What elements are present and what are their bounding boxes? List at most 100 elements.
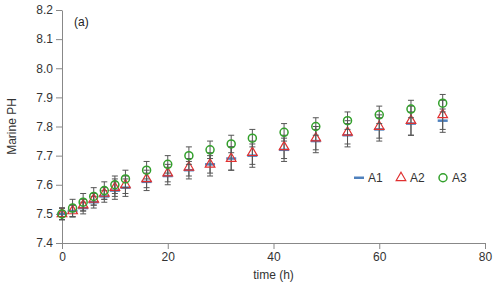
point <box>280 128 288 136</box>
error-bar-cap <box>70 199 76 200</box>
y-tick-label: 7.6 <box>36 178 53 192</box>
y-tick-mark <box>56 185 62 186</box>
error-bar <box>249 129 255 146</box>
error-bar-cap <box>376 138 382 139</box>
error-bar-cap <box>165 155 171 156</box>
error-bar-cap <box>112 193 118 194</box>
annotation: (a) <box>74 15 89 29</box>
error-bar-cap <box>144 190 150 191</box>
point <box>206 146 214 154</box>
error-bar-stem <box>188 147 189 164</box>
error-bar-cap <box>228 170 234 171</box>
y-tick: 7.8 <box>36 120 62 134</box>
point <box>279 141 289 149</box>
error-bar-cap <box>313 152 319 153</box>
x-tick-label: 20 <box>162 250 176 264</box>
y-tick-label: 8.0 <box>36 62 53 76</box>
error-bar-cap <box>313 117 319 118</box>
error-bar-cap <box>249 129 255 130</box>
error-bar-cap <box>228 135 234 136</box>
error-bar-cap <box>281 158 287 159</box>
error-bar-cap <box>80 213 86 214</box>
error-bar-cap <box>408 100 414 101</box>
error-bar <box>186 147 192 164</box>
error-bar-cap <box>112 196 118 197</box>
error-bar-cap <box>101 202 107 203</box>
error-bar-stem <box>125 170 126 187</box>
y-tick: 7.4 <box>36 236 62 250</box>
error-bar-cap <box>101 199 107 200</box>
legend-symbol <box>396 172 406 180</box>
error-bar-cap <box>440 132 446 133</box>
error-bar <box>376 106 382 123</box>
error-bar-cap <box>91 205 97 206</box>
error-bar-cap <box>345 143 351 144</box>
error-bar-stem <box>252 129 253 146</box>
error-bar-stem <box>442 94 443 111</box>
point <box>111 181 119 189</box>
error-bar <box>122 170 128 187</box>
x-tick-mark <box>168 243 169 249</box>
error-bar-cap <box>440 111 446 112</box>
legend-item: A1 <box>354 171 383 185</box>
error-bar-cap <box>408 135 414 136</box>
error-bar-stem <box>72 199 73 216</box>
error-bar <box>59 208 65 220</box>
error-bar-stem <box>210 141 211 158</box>
error-bar-cap <box>165 184 171 185</box>
point <box>79 198 87 206</box>
error-bar-stem <box>315 118 316 135</box>
x-tick-mark <box>62 243 63 249</box>
error-bar-cap <box>281 161 287 162</box>
error-bar-stem <box>83 193 84 210</box>
point <box>69 204 77 212</box>
y-tick-label: 7.7 <box>36 149 53 163</box>
point <box>90 192 98 200</box>
x-tick-label: 40 <box>267 250 281 264</box>
point <box>164 160 172 168</box>
error-bar-cap <box>122 187 128 188</box>
point <box>248 147 258 155</box>
y-tick-label: 7.9 <box>36 91 53 105</box>
x-tick: 40 <box>267 243 281 264</box>
error-bar-cap <box>249 167 255 168</box>
error-bar-cap <box>91 205 97 206</box>
error-bar-cap <box>207 141 213 142</box>
error-bar-stem <box>167 156 168 173</box>
error-bar-cap <box>122 170 128 171</box>
error-bar-stem <box>114 176 115 193</box>
error-bar-stem <box>93 188 94 205</box>
y-tick-mark <box>56 68 62 69</box>
y-tick: 8.0 <box>36 62 62 76</box>
point <box>205 159 215 167</box>
error-bar-cap <box>186 164 192 165</box>
error-bar-cap <box>80 193 86 194</box>
error-bar <box>313 118 319 135</box>
point <box>439 99 447 107</box>
error-bar <box>165 156 171 173</box>
x-tick-mark <box>485 243 486 249</box>
y-tick-label: 8.2 <box>36 3 53 17</box>
point <box>227 140 235 148</box>
point <box>58 210 66 218</box>
error-bar-cap <box>101 199 107 200</box>
y-tick-label: 8.1 <box>36 32 53 46</box>
error-bar-cap <box>281 123 287 124</box>
error-bar-cap <box>186 146 192 147</box>
series <box>58 94 447 219</box>
point <box>248 134 256 142</box>
y-tick: 7.9 <box>36 91 62 105</box>
error-bar <box>59 208 65 220</box>
error-bar-cap <box>144 178 150 179</box>
x-tick-label: 60 <box>373 250 387 264</box>
legend-symbol <box>439 174 447 182</box>
error-bar-cap <box>70 216 76 217</box>
error-bar-cap <box>376 106 382 107</box>
point <box>185 152 193 160</box>
y-tick: 8.2 <box>36 3 62 17</box>
legend-item: A3 <box>439 171 467 185</box>
error-bar-cap <box>313 149 319 150</box>
legend: A1A2A3 <box>354 171 467 185</box>
error-bar-cap <box>80 210 86 211</box>
error-bar-cap <box>376 123 382 124</box>
